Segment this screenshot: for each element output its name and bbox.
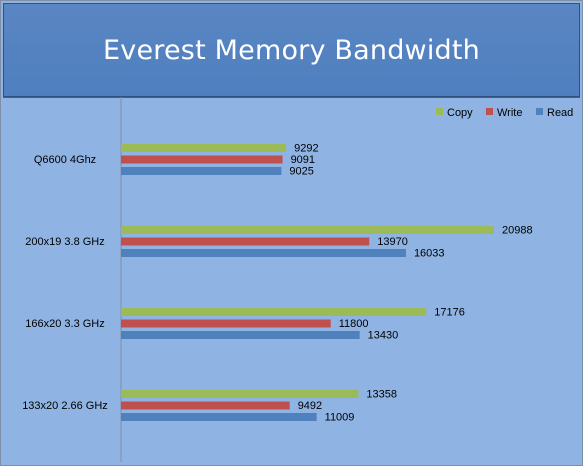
bar-read-166x20-3-3-ghz — [121, 331, 360, 339]
data-label-copy-200x19-3-8-ghz: 20988 — [502, 225, 533, 237]
bar-read-133x20-2-66-ghz — [121, 413, 317, 421]
legend-label-copy: Copy — [447, 107, 473, 119]
bar-write-200x19-3-8-ghz — [121, 237, 370, 246]
legend-swatch-write — [486, 108, 493, 115]
legend-swatch-copy — [436, 108, 443, 115]
data-label-copy-q6600-4ghz: 9292 — [294, 143, 318, 155]
bar-read-200x19-3-8-ghz — [121, 249, 406, 257]
bar-copy-200x19-3-8-ghz — [121, 226, 494, 234]
data-label-write-200x19-3-8-ghz: 13970 — [377, 236, 408, 248]
data-label-write-q6600-4ghz: 9091 — [291, 154, 315, 166]
data-label-write-133x20-2-66-ghz: 9492 — [298, 400, 322, 412]
legend-swatch-read — [536, 108, 543, 115]
data-label-write-166x20-3-3-ghz: 11800 — [339, 318, 369, 330]
data-label-read-166x20-3-3-ghz: 13430 — [368, 330, 399, 342]
category-label-166x20-3-3-ghz: 166x20 3.3 GHz — [25, 318, 105, 330]
data-label-read-q6600-4ghz: 9025 — [289, 166, 313, 178]
chart-title-bar: Everest Memory Bandwidth — [3, 3, 580, 97]
bar-write-q6600-4ghz — [121, 155, 283, 164]
legend-label-read: Read — [547, 107, 573, 119]
category-label-133x20-2-66-ghz: 133x20 2.66 GHz — [22, 400, 108, 412]
data-label-copy-166x20-3-3-ghz: 17176 — [434, 307, 465, 319]
bar-write-133x20-2-66-ghz — [121, 401, 290, 410]
category-label-200x19-3-8-ghz: 200x19 3.8 GHz — [25, 236, 105, 248]
bar-read-q6600-4ghz — [121, 167, 282, 175]
data-label-copy-133x20-2-66-ghz: 13358 — [366, 389, 397, 401]
legend-label-write: Write — [497, 107, 522, 119]
chart-title: Everest Memory Bandwidth — [103, 34, 480, 66]
bar-copy-q6600-4ghz — [121, 144, 287, 152]
bar-write-166x20-3-3-ghz — [121, 319, 331, 328]
data-label-read-133x20-2-66-ghz: 11009 — [325, 412, 355, 424]
bar-copy-133x20-2-66-ghz — [121, 390, 359, 398]
category-label-q6600-4ghz: Q6600 4Ghz — [34, 154, 96, 166]
bar-copy-166x20-3-3-ghz — [121, 308, 427, 316]
data-label-read-200x19-3-8-ghz: 16033 — [414, 248, 445, 260]
